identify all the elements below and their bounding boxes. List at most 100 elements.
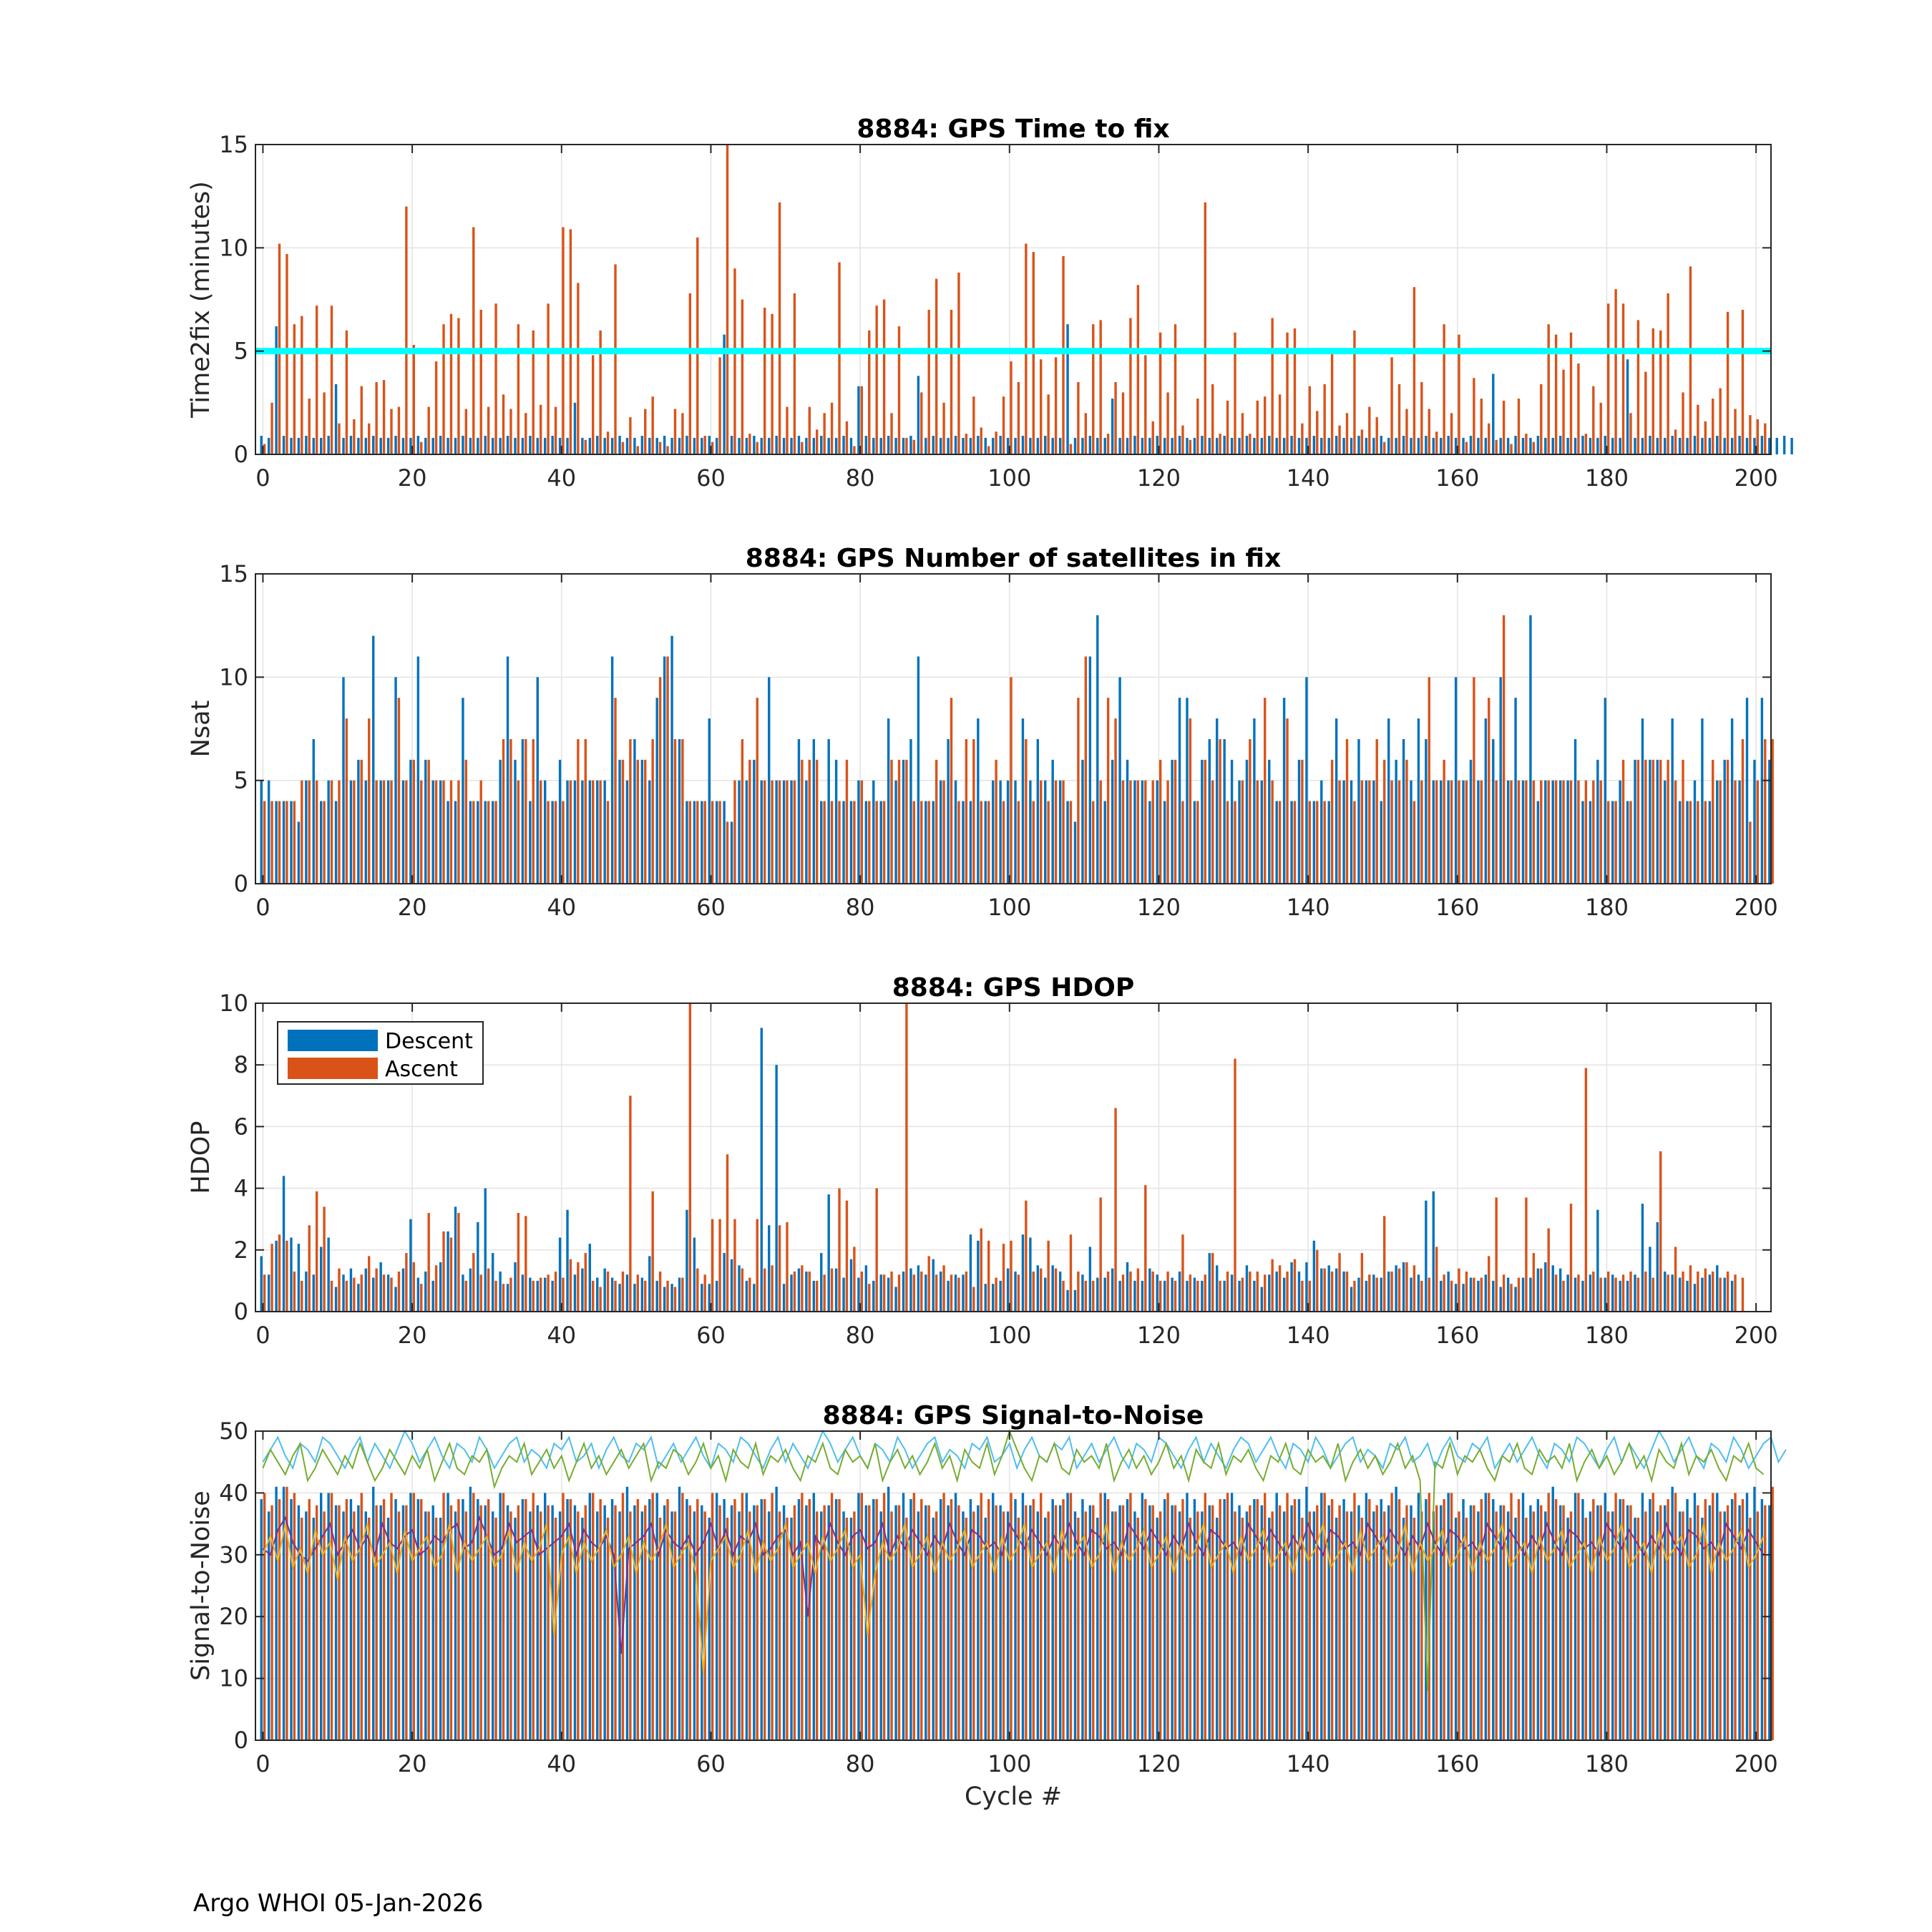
bar-descent-167 xyxy=(1506,437,1510,454)
bar-descent-175 xyxy=(1566,1274,1569,1312)
bar-descent-123 xyxy=(1178,1511,1181,1740)
bar-descent-133 xyxy=(1253,718,1256,884)
bar-descent-2 xyxy=(275,1240,278,1312)
bar-ascent-20 xyxy=(412,1262,416,1312)
y-tick-label: 15 xyxy=(219,131,248,158)
bar-ascent-115 xyxy=(1121,780,1125,884)
bar-descent-182 xyxy=(1619,780,1621,884)
bar-ascent-172 xyxy=(1547,780,1550,884)
bar-descent-112 xyxy=(1096,1517,1099,1740)
bar-ascent-100 xyxy=(1010,1240,1013,1312)
bar-ascent-161 xyxy=(1465,441,1468,454)
bar-descent-202 xyxy=(1768,759,1771,884)
bar-ascent-89 xyxy=(927,309,930,454)
bar-descent-89 xyxy=(924,1274,927,1312)
bar-ascent-133 xyxy=(1256,1499,1259,1740)
bar-descent-174 xyxy=(1558,1268,1562,1312)
bar-ascent-55 xyxy=(673,738,677,884)
bar-ascent-194 xyxy=(1712,399,1714,454)
bar-descent-61 xyxy=(715,801,718,884)
bar-ascent-199 xyxy=(1749,821,1752,884)
bar-descent-107 xyxy=(1058,780,1062,884)
bar-ascent-29 xyxy=(479,780,482,884)
bar-descent-129 xyxy=(1223,1499,1226,1740)
bar-ascent-162 xyxy=(1473,378,1475,454)
bar-descent-156 xyxy=(1425,1499,1428,1740)
bar-descent-179 xyxy=(1596,1209,1599,1312)
bar-ascent-8 xyxy=(323,1206,326,1312)
bar-ascent-32 xyxy=(502,738,505,884)
bar-ascent-123 xyxy=(1181,1234,1184,1312)
bar-descent-107 xyxy=(1058,1271,1062,1312)
x-tick-label: 140 xyxy=(1287,1322,1330,1349)
bar-ascent-137 xyxy=(1286,1271,1289,1312)
bar-descent-12 xyxy=(349,1499,353,1740)
bar-descent-12 xyxy=(349,780,353,884)
bar-descent-54 xyxy=(663,1287,666,1312)
bar-descent-91 xyxy=(939,780,942,884)
bar-ascent-121 xyxy=(1166,392,1169,454)
bar-ascent-180 xyxy=(1606,1271,1610,1312)
bar-ascent-27 xyxy=(464,759,468,884)
x-tick-label: 100 xyxy=(987,464,1031,492)
bar-ascent-102 xyxy=(1025,1505,1028,1740)
bar-descent-126 xyxy=(1201,1511,1204,1740)
bar-descent-133 xyxy=(1253,1280,1256,1312)
bar-ascent-125 xyxy=(1196,1280,1199,1312)
bar-ascent-127 xyxy=(1211,384,1214,454)
bar-ascent-42 xyxy=(577,738,580,884)
bar-ascent-189 xyxy=(1674,1493,1677,1740)
bar-descent-136 xyxy=(1275,1271,1278,1312)
bar-descent-118 xyxy=(1141,437,1144,454)
bar-ascent-112 xyxy=(1099,1493,1102,1740)
bar-descent-158 xyxy=(1440,1280,1443,1312)
bar-descent-186 xyxy=(1649,759,1652,884)
bar-ascent-169 xyxy=(1525,1197,1528,1312)
bar-descent-89 xyxy=(924,1505,927,1740)
bar-ascent-112 xyxy=(1099,1197,1102,1312)
bar-ascent-61 xyxy=(718,357,721,454)
bar-ascent-53 xyxy=(658,1271,662,1312)
bar-ascent-105 xyxy=(1047,801,1050,884)
bar-descent-197 xyxy=(1730,718,1734,884)
bar-descent-72 xyxy=(797,1499,801,1740)
bar-ascent-157 xyxy=(1435,1505,1438,1740)
bar-ascent-76 xyxy=(830,1493,834,1740)
bar-descent-84 xyxy=(887,718,890,884)
bar-descent-45 xyxy=(596,436,599,454)
bar-descent-141 xyxy=(1312,436,1316,454)
axes-box xyxy=(255,573,1772,884)
bar-descent-76 xyxy=(827,437,830,454)
bar-series-descent xyxy=(260,1486,1771,1740)
bar-descent-100 xyxy=(1006,1268,1010,1312)
bar-descent-39 xyxy=(551,1505,554,1740)
bar-ascent-43 xyxy=(584,738,587,884)
bar-descent-99 xyxy=(999,1280,1002,1312)
bar-descent-55 xyxy=(670,1511,673,1740)
bar-descent-4 xyxy=(290,801,293,884)
bar-descent-190 xyxy=(1678,1277,1682,1312)
bar-ascent-147 xyxy=(1360,429,1364,454)
bar-ascent-156 xyxy=(1428,409,1430,454)
bar-descent-2 xyxy=(275,801,278,884)
bar-descent-40 xyxy=(558,1237,562,1312)
bar-ascent-172 xyxy=(1547,1228,1550,1312)
bar-descent-27 xyxy=(462,1274,464,1312)
bar-ascent-195 xyxy=(1719,780,1722,884)
bar-descent-58 xyxy=(693,1511,696,1740)
bar-descent-162 xyxy=(1469,436,1473,454)
bar-ascent-32 xyxy=(502,1493,505,1740)
bar-descent-132 xyxy=(1245,759,1249,884)
bar-descent-41 xyxy=(566,780,569,884)
bar-descent-150 xyxy=(1380,801,1382,884)
bar-ascent-4 xyxy=(293,1493,296,1740)
bar-ascent-106 xyxy=(1054,357,1058,454)
bar-ascent-6 xyxy=(308,780,311,884)
bar-descent-96 xyxy=(977,718,980,884)
bar-ascent-158 xyxy=(1443,1274,1445,1312)
bar-ascent-176 xyxy=(1577,780,1580,884)
bar-ascent-187 xyxy=(1659,1505,1662,1740)
bar-descent-127 xyxy=(1208,1253,1211,1312)
bar-descent-22 xyxy=(424,437,427,454)
bar-ascent-116 xyxy=(1129,1493,1132,1740)
